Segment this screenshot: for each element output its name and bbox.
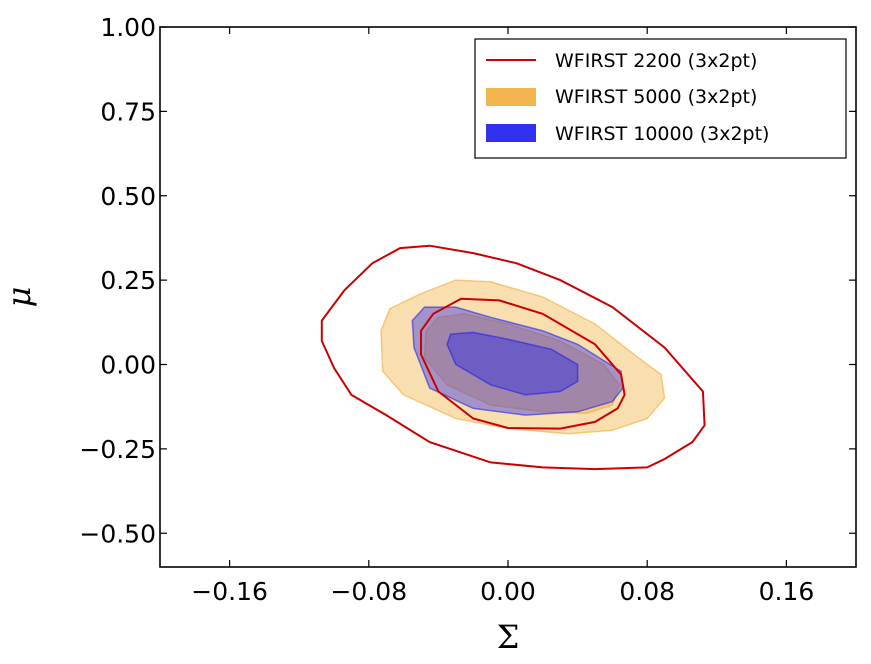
x-tick-label: 0.08	[619, 577, 675, 606]
y-axis-label: μ	[0, 287, 38, 308]
y-tick-label: 1.00	[100, 13, 156, 42]
y-tick-label: 0.25	[100, 266, 156, 295]
contour-wfirst-5000-outer	[380, 279, 666, 435]
y-tick-label: −0.50	[79, 519, 156, 548]
legend-swatch-wfirst-5000	[486, 88, 536, 106]
y-tick-label: 0.00	[100, 351, 156, 380]
contour-wfirst-5000-inner	[423, 313, 621, 415]
legend-label-wfirst-5000: WFIRST 5000 (3x2pt)	[555, 86, 757, 108]
legend-box	[474, 38, 847, 159]
contour-wfirst-2200-inner	[420, 297, 626, 430]
x-tick-label: 0.00	[480, 577, 536, 606]
tick-layer: −0.16 −0.08 0.00 0.08 0.16 1.00 0.75 0.50 0.25 0.…	[79, 13, 856, 606]
x-tick-label: −0.16	[191, 577, 268, 606]
y-tick-label: 0.50	[100, 182, 156, 211]
legend-swatch-wfirst-10000	[486, 124, 536, 142]
x-tick-label: 0.16	[759, 577, 815, 606]
x-axis-label: Σ	[497, 618, 520, 656]
y-tick-label: −0.25	[79, 435, 156, 464]
y-tick-label: 0.75	[100, 97, 156, 126]
legend-label-wfirst-10000: WFIRST 10000 (3x2pt)	[555, 123, 769, 145]
x-tick-label: −0.08	[330, 577, 407, 606]
contour-wfirst-10000-inner	[446, 331, 579, 396]
contour-wfirst-2200-outer	[320, 244, 706, 471]
contour-layer	[320, 244, 706, 471]
legend-label-wfirst-2200: WFIRST 2200 (3x2pt)	[555, 50, 757, 72]
legend: WFIRST 2200 (3x2pt) WFIRST 5000 (3x2pt) …	[474, 38, 847, 159]
